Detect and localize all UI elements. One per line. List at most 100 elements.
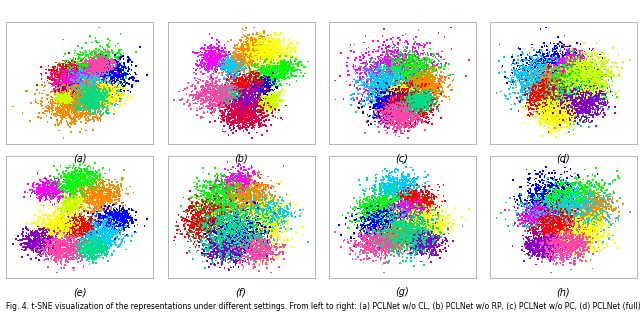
Point (561, 241, 571, 246)
Point (384, 200, 394, 205)
Point (257, 39, 268, 44)
Point (566, 201, 576, 206)
Point (108, 64, 118, 69)
Point (386, 241, 396, 246)
Point (428, 238, 438, 243)
Point (570, 226, 580, 231)
Point (57, 96, 67, 101)
Point (586, 85, 596, 90)
Point (588, 93, 598, 98)
Point (563, 75, 573, 80)
Point (381, 37, 392, 42)
Point (219, 238, 229, 243)
Point (71, 83, 81, 88)
Point (524, 88, 534, 93)
Point (77, 232, 88, 237)
Point (572, 224, 582, 229)
Point (263, 71, 273, 76)
Point (212, 91, 222, 96)
Point (278, 68, 289, 73)
Point (111, 82, 121, 87)
Point (554, 212, 564, 217)
Point (527, 208, 538, 213)
Point (77, 257, 87, 263)
Point (56, 73, 66, 78)
Point (554, 202, 564, 207)
Point (95, 57, 106, 62)
Point (396, 239, 406, 244)
Point (400, 72, 410, 77)
Point (224, 89, 234, 94)
Point (212, 178, 223, 183)
Point (229, 78, 239, 83)
Point (260, 198, 270, 203)
Point (83, 61, 93, 66)
Point (591, 61, 601, 66)
Point (380, 182, 390, 187)
Point (410, 189, 420, 194)
Point (404, 92, 414, 97)
Point (601, 70, 611, 75)
Point (574, 63, 584, 68)
Point (33, 218, 44, 223)
Point (404, 78, 414, 84)
Point (212, 212, 223, 217)
Point (402, 232, 412, 237)
Point (247, 245, 257, 250)
Point (99, 232, 109, 237)
Point (385, 101, 395, 106)
Point (551, 69, 561, 74)
Point (83, 180, 93, 185)
Point (26, 220, 36, 225)
Point (115, 73, 125, 78)
Point (223, 189, 233, 194)
Point (416, 199, 426, 204)
Point (63, 90, 74, 95)
Point (266, 221, 276, 226)
Point (186, 219, 196, 224)
Point (254, 125, 264, 130)
Point (94, 77, 104, 82)
Point (388, 61, 398, 66)
Point (385, 74, 396, 79)
Point (200, 43, 210, 48)
Point (83, 73, 93, 78)
Point (70, 82, 80, 87)
Point (198, 217, 209, 222)
Point (390, 241, 400, 246)
Point (55, 84, 65, 89)
Point (549, 230, 559, 235)
Point (531, 75, 541, 80)
Point (94, 241, 104, 246)
Point (206, 96, 216, 101)
Point (588, 103, 598, 108)
Point (61, 186, 72, 191)
Point (77, 196, 87, 201)
Point (397, 237, 408, 242)
Point (44, 249, 54, 254)
Point (590, 193, 600, 198)
Point (82, 191, 92, 196)
Point (547, 218, 557, 223)
Point (229, 213, 239, 218)
Point (107, 90, 117, 95)
Point (412, 98, 422, 103)
Point (237, 95, 248, 100)
Point (564, 116, 575, 121)
Point (69, 219, 79, 225)
Point (280, 70, 290, 75)
Point (383, 94, 393, 99)
Point (228, 55, 239, 60)
Point (586, 97, 596, 102)
Point (212, 96, 223, 101)
Point (508, 52, 518, 57)
Point (89, 218, 99, 223)
Point (594, 208, 604, 213)
Point (227, 60, 237, 65)
Point (412, 97, 422, 102)
Point (572, 200, 582, 205)
Point (387, 89, 397, 94)
Point (267, 224, 277, 229)
Point (573, 97, 583, 102)
Point (239, 99, 250, 104)
